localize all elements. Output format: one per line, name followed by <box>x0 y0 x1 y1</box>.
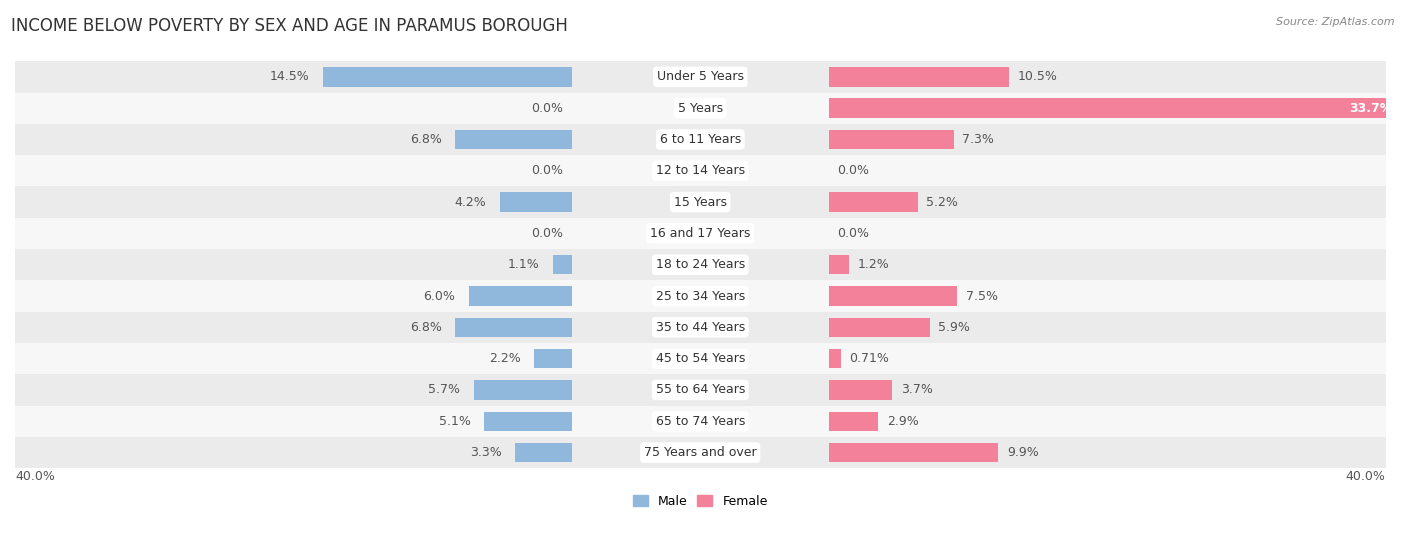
Bar <box>15 280 1385 312</box>
Bar <box>828 130 953 149</box>
Text: 35 to 44 Years: 35 to 44 Years <box>655 321 745 334</box>
Bar <box>15 124 1385 155</box>
Bar <box>828 286 957 306</box>
Bar <box>828 318 929 337</box>
Text: 12 to 14 Years: 12 to 14 Years <box>655 164 745 177</box>
Text: 0.0%: 0.0% <box>531 227 564 240</box>
Text: 5.1%: 5.1% <box>439 415 471 428</box>
Text: 75 Years and over: 75 Years and over <box>644 446 756 459</box>
Bar <box>470 286 572 306</box>
Text: 65 to 74 Years: 65 to 74 Years <box>655 415 745 428</box>
Bar <box>15 437 1385 468</box>
Bar <box>15 249 1385 280</box>
Text: 0.0%: 0.0% <box>531 102 564 115</box>
Text: 6.8%: 6.8% <box>409 321 441 334</box>
Bar <box>323 67 572 86</box>
Bar <box>474 380 572 400</box>
Text: 7.5%: 7.5% <box>966 290 998 302</box>
Bar <box>15 312 1385 343</box>
Text: 16 and 17 Years: 16 and 17 Years <box>650 227 751 240</box>
Bar <box>499 193 572 212</box>
Bar <box>15 406 1385 437</box>
Bar <box>828 193 918 212</box>
Text: 2.9%: 2.9% <box>887 415 918 428</box>
Text: 40.0%: 40.0% <box>1346 470 1385 483</box>
Text: 0.0%: 0.0% <box>838 227 869 240</box>
Legend: Male, Female: Male, Female <box>627 490 773 513</box>
Text: 5.9%: 5.9% <box>938 321 970 334</box>
Text: 15 Years: 15 Years <box>673 196 727 209</box>
Bar <box>828 443 998 462</box>
Text: Under 5 Years: Under 5 Years <box>657 70 744 83</box>
Text: 25 to 34 Years: 25 to 34 Years <box>655 290 745 302</box>
Bar <box>828 349 841 368</box>
Bar <box>15 343 1385 374</box>
Text: 18 to 24 Years: 18 to 24 Years <box>655 258 745 271</box>
Text: 5.7%: 5.7% <box>429 383 460 396</box>
Bar <box>534 349 572 368</box>
Text: 0.71%: 0.71% <box>849 352 890 365</box>
Text: 10.5%: 10.5% <box>1017 70 1057 83</box>
Bar <box>456 130 572 149</box>
Text: 7.3%: 7.3% <box>962 133 994 146</box>
Bar <box>15 61 1385 93</box>
Text: INCOME BELOW POVERTY BY SEX AND AGE IN PARAMUS BOROUGH: INCOME BELOW POVERTY BY SEX AND AGE IN P… <box>11 17 568 35</box>
Bar <box>828 380 893 400</box>
Text: 14.5%: 14.5% <box>270 70 309 83</box>
Bar <box>485 412 572 431</box>
Bar <box>828 67 1008 86</box>
Text: 6.0%: 6.0% <box>423 290 456 302</box>
Bar <box>828 98 1406 118</box>
Text: 5 Years: 5 Years <box>678 102 723 115</box>
Text: 45 to 54 Years: 45 to 54 Years <box>655 352 745 365</box>
Text: 3.3%: 3.3% <box>470 446 502 459</box>
Bar <box>15 93 1385 124</box>
Text: 4.2%: 4.2% <box>454 196 486 209</box>
Text: 1.1%: 1.1% <box>508 258 540 271</box>
Text: Source: ZipAtlas.com: Source: ZipAtlas.com <box>1277 17 1395 27</box>
Text: 2.2%: 2.2% <box>489 352 520 365</box>
Bar <box>456 318 572 337</box>
Bar <box>15 374 1385 406</box>
Text: 3.7%: 3.7% <box>901 383 932 396</box>
Bar <box>15 155 1385 186</box>
Text: 1.2%: 1.2% <box>858 258 890 271</box>
Bar <box>553 255 572 275</box>
Text: 5.2%: 5.2% <box>927 196 959 209</box>
Bar <box>828 412 879 431</box>
Bar <box>515 443 572 462</box>
Text: 6.8%: 6.8% <box>409 133 441 146</box>
Bar <box>15 218 1385 249</box>
Bar <box>828 255 849 275</box>
Text: 9.9%: 9.9% <box>1007 446 1039 459</box>
Text: 0.0%: 0.0% <box>838 164 869 177</box>
Text: 6 to 11 Years: 6 to 11 Years <box>659 133 741 146</box>
Bar <box>15 186 1385 218</box>
Text: 40.0%: 40.0% <box>15 470 55 483</box>
Text: 0.0%: 0.0% <box>531 164 564 177</box>
Text: 33.7%: 33.7% <box>1350 102 1392 115</box>
Text: 55 to 64 Years: 55 to 64 Years <box>655 383 745 396</box>
